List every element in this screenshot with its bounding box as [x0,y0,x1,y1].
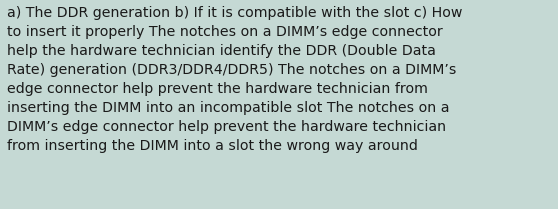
Text: a) The DDR generation b) If it is compatible with the slot c) How
to insert it p: a) The DDR generation b) If it is compat… [7,6,462,153]
